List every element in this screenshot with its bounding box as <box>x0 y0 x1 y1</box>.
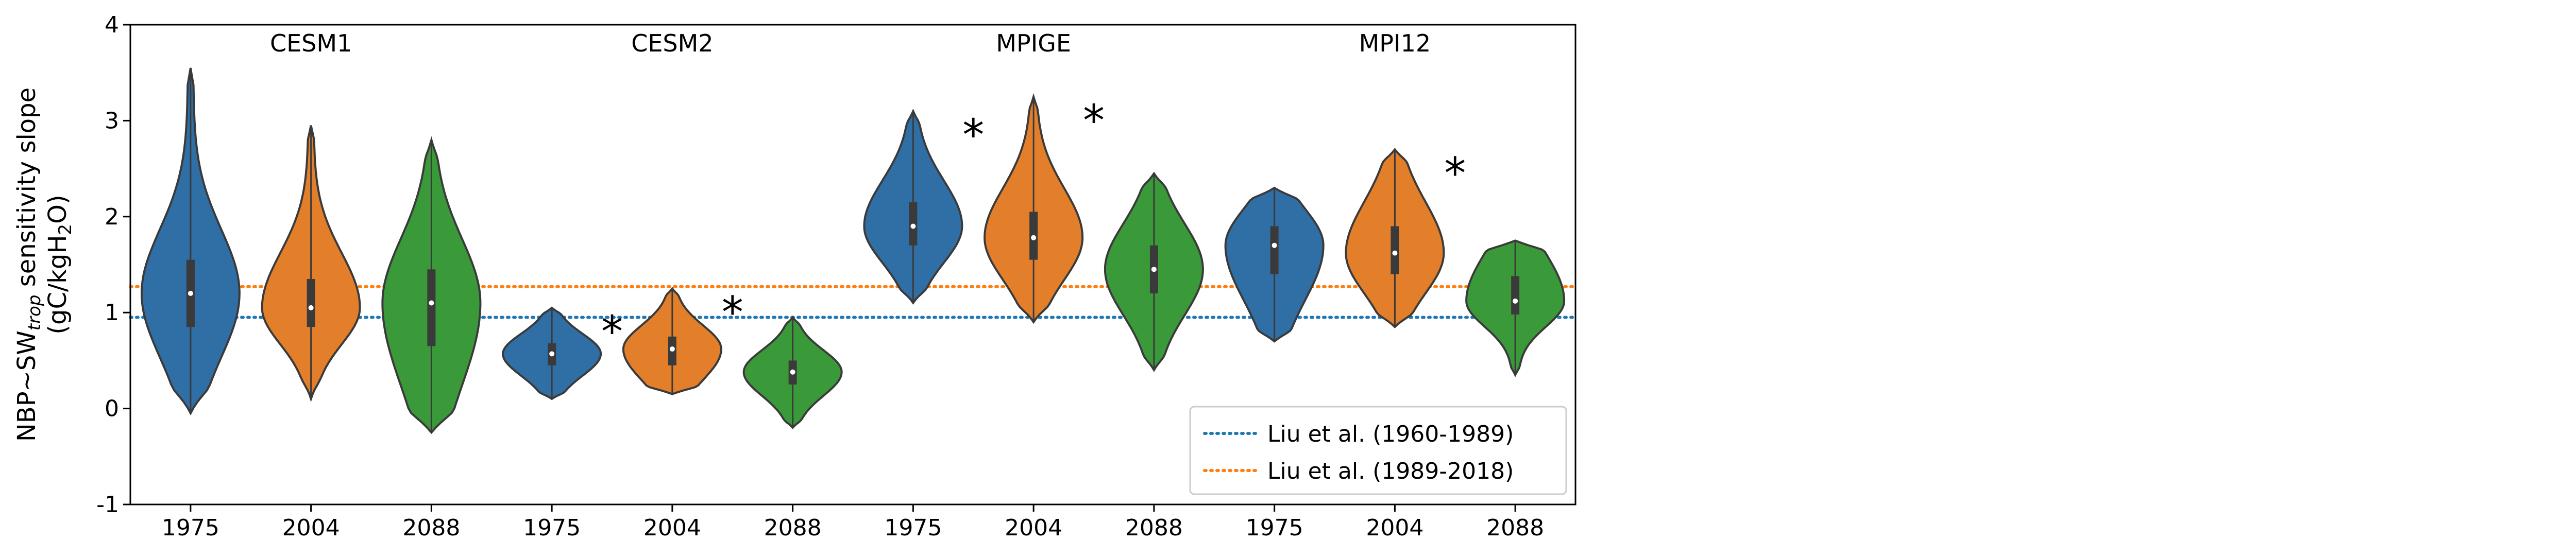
violin-iqr-box <box>1391 226 1399 274</box>
group-title-cesm1: CESM1 <box>270 29 352 57</box>
axes-layer: -1 0 1 2 3 4 NBP~SWtrop sensitivity slope (gC/k… <box>12 12 1544 541</box>
x-tick-label: 2088 <box>1125 515 1183 541</box>
x-tick-label: 2004 <box>643 515 701 541</box>
violin-iqr-box <box>427 269 436 346</box>
x-tick-label: 2088 <box>402 515 460 541</box>
violin-median-dot <box>1513 298 1518 304</box>
violin-mpige-2004 <box>984 93 1084 324</box>
violin-cesm1-2004 <box>261 125 361 403</box>
violins-layer <box>140 67 1566 434</box>
x-tick-label: 2004 <box>1366 515 1423 541</box>
violin-median-dot <box>669 346 675 352</box>
y-axis-units-post: O) <box>43 195 72 224</box>
plot-frame <box>129 24 1577 505</box>
x-tick-label: 1975 <box>523 515 581 541</box>
reference-lines-layer <box>129 285 1577 319</box>
violin-cesm1-1975 <box>140 67 241 416</box>
y-tick-label: 0 <box>105 396 119 422</box>
violin-median-dot <box>429 300 434 306</box>
violin-mpi12-2004 <box>1345 148 1445 328</box>
violin-cesm2-2004 <box>622 287 722 395</box>
y-tick-label: 4 <box>105 12 119 38</box>
violin-median-dot <box>790 369 795 375</box>
violin-iqr-box <box>307 278 315 327</box>
x-tick-label: 2004 <box>282 515 340 541</box>
violin-iqr-box <box>1511 276 1520 315</box>
violin-iqr-box <box>1270 226 1279 274</box>
violin-cesm2-1975 <box>502 306 602 400</box>
violin-mpi12-1975 <box>1224 186 1325 343</box>
y-axis-label-rest: sensitivity slope <box>12 88 41 295</box>
text-layer: CESM1 CESM2 * * MPIGE * * MPI12 * <box>270 29 1466 357</box>
violin-mpi12-2088 <box>1465 239 1566 377</box>
significance-asterisk: * <box>722 287 743 338</box>
significance-asterisk: * <box>962 110 984 160</box>
legend-label-1: Liu et al. (1989-2018) <box>1267 458 1514 484</box>
y-tick-label: 1 <box>105 300 119 326</box>
significance-asterisk: * <box>601 306 623 357</box>
y-axis-units-pre: (gC/kgH <box>43 235 72 334</box>
x-tick-label: 1975 <box>1246 515 1303 541</box>
group-title-cesm2: CESM2 <box>631 29 713 57</box>
significance-asterisk: * <box>1083 95 1105 146</box>
y-axis-label-sub: trop <box>24 295 45 331</box>
violin-median-dot <box>549 351 555 357</box>
y-tick-label: 3 <box>105 108 119 134</box>
legend-box <box>1189 406 1567 495</box>
violin-median-dot <box>910 223 916 229</box>
x-tick-label: 1975 <box>162 515 219 541</box>
significance-asterisk: * <box>1444 148 1466 198</box>
y-tick-label: -1 <box>96 492 119 518</box>
violin-median-dot <box>188 290 193 296</box>
legend-label-0: Liu et al. (1960-1989) <box>1267 421 1514 447</box>
violin-cesm1-2088 <box>381 136 482 434</box>
y-axis-label: NBP~SWtrop sensitivity slope <box>12 88 45 442</box>
y-axis-label-main: NBP~SW <box>12 330 41 442</box>
violin-median-dot <box>1392 250 1398 256</box>
violin-mpige-1975 <box>863 108 963 305</box>
group-title-mpige: MPIGE <box>996 29 1071 57</box>
violin-median-dot <box>1151 267 1157 272</box>
x-tick-label: 1975 <box>884 515 942 541</box>
violin-mpige-2088 <box>1104 171 1204 372</box>
violin-median-dot <box>1272 242 1277 248</box>
y-axis-label-units: (gC/kgH2O) <box>43 195 76 334</box>
violin-median-dot <box>308 305 314 310</box>
x-tick-label: 2088 <box>1486 515 1544 541</box>
x-tick-label: 2004 <box>1005 515 1062 541</box>
y-axis-units-sub: 2 <box>55 224 76 235</box>
violin-cesm2-2088 <box>742 316 843 429</box>
violin-median-dot <box>1031 235 1037 240</box>
legend-layer: Liu et al. (1960-1989) Liu et al. (1989-2… <box>1189 406 1567 495</box>
group-title-mpi12: MPI12 <box>1359 29 1431 57</box>
y-tick-label: 2 <box>105 204 119 230</box>
x-tick-label: 2088 <box>764 515 822 541</box>
